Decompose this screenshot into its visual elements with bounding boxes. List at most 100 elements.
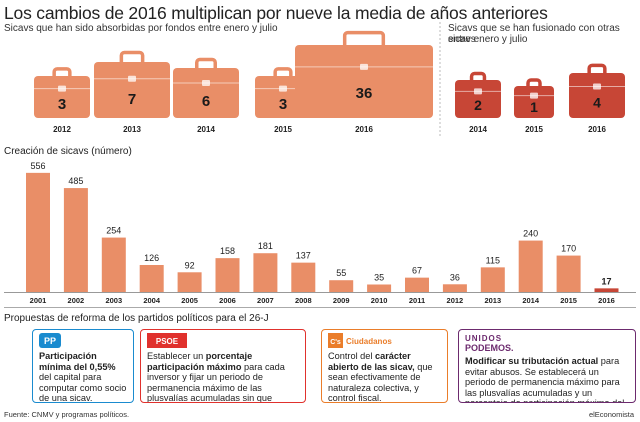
tick-label-2014: 2014 [522, 296, 540, 305]
absorbed-value-2: 6 [202, 93, 210, 110]
svg-text:PODEMOS.: PODEMOS. [465, 343, 514, 353]
tick-label-2004: 2004 [143, 296, 161, 305]
bar-label-2009: 55 [336, 268, 346, 278]
bar-chart-title: Creación de sicavs (número) [4, 146, 132, 157]
absorbed-year-2: 2014 [197, 125, 215, 134]
briefcases-graphic: 3 2012 7 2013 6 2014 3 2015 36 2016 2 2014 1 2015 4 201… [34, 22, 625, 138]
bar-label-2002: 485 [68, 176, 83, 186]
page-title: Los cambios de 2016 multiplican por nuev… [4, 3, 548, 23]
psoe-logo: PSOE [147, 333, 187, 348]
merged-briefcase-1: 1 2015 [514, 78, 554, 134]
merged-value-2: 4 [593, 95, 601, 111]
tick-label-2006: 2006 [219, 296, 236, 305]
absorbed-year-0: 2012 [53, 125, 71, 134]
bar-label-2007: 181 [258, 241, 273, 251]
merged-subtitle-line-1: Sicavs que se han fusionado con otras si… [448, 23, 620, 45]
merged-briefcase-0: 2 2014 [455, 71, 501, 134]
pp-proposal-text: del capital para computar como socio de … [39, 372, 127, 403]
bar-chart: 556 2001 485 2002 254 2003 126 2004 92 2005 158 200… [4, 161, 636, 305]
psoe-text-1: Establecer un [147, 351, 206, 361]
psoe-highlight: porcentaje participación máximo [147, 351, 253, 372]
ciudadanos-logo: C's Ciudadanos [328, 333, 392, 348]
bar-2010 [367, 284, 392, 292]
merged-year-1: 2015 [525, 125, 543, 134]
absorbed-year-3: 2015 [274, 125, 292, 134]
bar-label-2014: 240 [523, 229, 538, 239]
absorbed-subtitle: Sicavs que han sido absorbidas por fondo… [4, 23, 278, 34]
podemos-text: para evitar abusos. Se establecerá un pe… [465, 356, 624, 402]
merged-value-0: 2 [474, 97, 482, 113]
psoe-proposal-card: PSOE Establecer un porcentaje participac… [140, 329, 306, 403]
bar-label-2001: 556 [30, 161, 45, 171]
psoe-text-2: para cada inversor y fijar un periodo de… [147, 361, 285, 403]
bar-label-2013: 115 [486, 255, 500, 265]
bar-label-2006: 158 [220, 246, 235, 256]
tick-label-2005: 2005 [181, 296, 198, 305]
absorbed-value-3: 3 [279, 96, 287, 113]
pp-logo: PP [39, 333, 61, 348]
svg-text:PP: PP [44, 336, 56, 346]
proposals-title: Propuestas de reforma de los partidos po… [4, 313, 269, 324]
bar-2003 [101, 237, 126, 292]
absorbed-briefcase-1: 7 2013 [94, 50, 170, 134]
pp-proposal-highlight: Participación mínima del 0,55% [39, 351, 116, 372]
absorbed-value-1: 7 [128, 91, 136, 108]
tick-label-2013: 2013 [484, 296, 501, 305]
svg-text:Ciudadanos: Ciudadanos [346, 337, 392, 346]
bar-label-2011: 67 [412, 266, 422, 276]
podemos-highlight: Modificar su tributación actual [465, 356, 599, 366]
absorbed-year-1: 2013 [123, 125, 141, 134]
bar-2006 [215, 258, 240, 292]
bar-2012 [442, 284, 467, 292]
cs-highlight: carácter abierto de las sicav, [328, 351, 415, 372]
bar-label-2003: 254 [106, 226, 121, 236]
bar-label-2016: 17 [601, 276, 611, 286]
pp-proposal-card: PP Participación mínima del 0,55% del ca… [32, 329, 134, 403]
bar-label-2004: 126 [144, 253, 159, 263]
bar-2014 [518, 240, 543, 292]
bar-2015 [556, 255, 581, 292]
bar-label-2015: 170 [561, 244, 576, 254]
bar-2005 [177, 272, 202, 292]
merged-year-2: 2016 [588, 125, 606, 134]
bar-label-2012: 36 [450, 272, 460, 282]
bar-label-2005: 92 [185, 260, 195, 270]
bar-2002 [63, 188, 88, 292]
tick-label-2010: 2010 [371, 296, 388, 305]
merged-value-1: 1 [530, 99, 538, 115]
svg-text:UNIDOS: UNIDOS [465, 334, 502, 343]
tick-label-2012: 2012 [447, 296, 464, 305]
absorbed-briefcase-0: 3 2012 [34, 67, 90, 134]
bar-label-2010: 35 [374, 273, 384, 283]
bar-2008 [291, 262, 316, 292]
absorbed-briefcase-4: 36 2016 [295, 30, 433, 134]
bar-2011 [405, 277, 429, 292]
svg-text:PSOE: PSOE [156, 337, 179, 346]
podemos-logo: UNIDOS PODEMOS. [465, 334, 514, 353]
cs-text-2: que sean efectivamente de naturaleza col… [328, 361, 433, 403]
absorbed-year-4: 2016 [355, 125, 373, 134]
bar-2001 [26, 172, 50, 292]
absorbed-briefcase-2: 6 2014 [173, 57, 239, 134]
svg-text:C's: C's [330, 339, 341, 346]
tick-label-2008: 2008 [295, 296, 312, 305]
tick-label-2009: 2009 [333, 296, 350, 305]
bar-2007 [253, 253, 278, 292]
merged-subtitle-line-2: entre enero y julio [448, 34, 528, 45]
source-note: Fuente: CNMV y programas políticos. [4, 410, 130, 419]
tick-label-2003: 2003 [105, 296, 122, 305]
tick-label-2001: 2001 [30, 296, 47, 305]
bar-label-2008: 137 [296, 251, 311, 261]
absorbed-value-0: 3 [58, 96, 66, 113]
podemos-proposal-card: UNIDOS PODEMOS. Modificar su tributación… [458, 329, 636, 403]
bar-2009 [329, 280, 354, 292]
cs-text-1: Control del [328, 351, 375, 361]
bar-2016 [594, 288, 619, 292]
bar-2004 [139, 265, 164, 292]
merged-year-0: 2014 [469, 125, 487, 134]
credit: elEconomista [588, 410, 634, 419]
tick-label-2011: 2011 [409, 296, 425, 305]
section-divider [4, 307, 636, 308]
tick-label-2016: 2016 [598, 296, 615, 305]
tick-label-2015: 2015 [560, 296, 577, 305]
